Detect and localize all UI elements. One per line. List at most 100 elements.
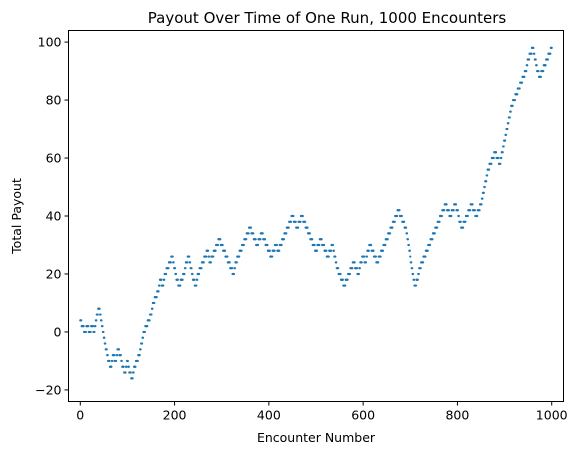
data-point: [532, 46, 535, 49]
data-point: [407, 243, 410, 247]
data-point: [126, 359, 129, 363]
data-point: [417, 272, 420, 276]
data-point: [196, 278, 199, 281]
data-point: [508, 116, 511, 119]
data-point: [141, 336, 145, 339]
data-point: [287, 226, 290, 229]
data-point: [486, 174, 489, 177]
x-tick-label: 200: [163, 408, 187, 423]
data-point: [406, 238, 410, 241]
data-point: [388, 232, 392, 235]
data-point: [263, 238, 267, 241]
data-point: [499, 162, 502, 165]
data-point: [200, 267, 203, 270]
data-point: [533, 52, 536, 55]
data-point: [207, 255, 211, 258]
data-point: [252, 232, 255, 235]
data-point: [184, 267, 187, 270]
data-point: [95, 319, 98, 322]
data-point: [93, 330, 96, 334]
data-point: [273, 249, 276, 252]
data-point: [550, 46, 553, 49]
data-point: [447, 209, 451, 212]
data-point: [473, 209, 476, 212]
data-point: [445, 203, 448, 206]
data-point: [523, 75, 526, 78]
data-point: [87, 325, 90, 328]
data-point: [494, 151, 498, 154]
data-point: [450, 214, 453, 218]
data-point: [537, 69, 540, 73]
data-point: [549, 52, 552, 55]
data-point: [478, 209, 481, 212]
data-point: [205, 255, 208, 258]
data-point: [171, 255, 174, 258]
data-point: [232, 272, 236, 276]
data-point: [280, 243, 283, 247]
data-point: [163, 278, 166, 281]
data-point: [525, 69, 528, 73]
data-point: [410, 261, 413, 264]
data-point: [506, 127, 509, 131]
data-point: [104, 342, 107, 345]
data-point: [372, 249, 375, 252]
data-point: [364, 261, 368, 264]
data-point: [362, 255, 366, 258]
data-point: [174, 272, 178, 276]
data-point: [110, 365, 113, 368]
data-point: [299, 220, 302, 223]
plot-frame: [68, 30, 564, 402]
data-point: [539, 75, 542, 78]
data-point: [278, 249, 281, 252]
data-point: [391, 226, 394, 229]
data-point: [469, 209, 472, 212]
data-point: [459, 220, 462, 223]
data-point: [507, 122, 510, 125]
data-point: [409, 255, 412, 258]
data-point: [546, 58, 550, 61]
data-point: [395, 214, 399, 218]
data-point: [377, 261, 380, 264]
data-point: [221, 243, 224, 247]
data-point: [228, 261, 231, 264]
data-point: [84, 330, 88, 334]
data-point: [431, 238, 434, 241]
data-point: [82, 325, 85, 328]
data-point: [311, 238, 314, 241]
data-point: [513, 98, 517, 102]
data-point: [99, 313, 102, 316]
data-point: [129, 371, 132, 374]
data-point: [155, 296, 158, 299]
data-point: [457, 214, 460, 218]
data-point: [202, 261, 205, 264]
data-point: [195, 284, 198, 287]
data-point: [344, 284, 347, 287]
data-point: [191, 272, 194, 276]
y-tick-label: −20: [35, 382, 61, 397]
data-point: [296, 226, 300, 229]
data-point: [490, 162, 493, 165]
y-tick-label: 100: [38, 35, 62, 50]
data-point: [400, 214, 403, 218]
data-point: [117, 348, 121, 351]
data-point: [335, 261, 338, 264]
data-point: [370, 243, 373, 247]
data-point: [379, 255, 382, 258]
data-point: [105, 348, 108, 351]
data-point: [412, 278, 416, 281]
data-point: [139, 348, 142, 351]
data-point: [146, 325, 149, 328]
data-point: [481, 197, 484, 200]
data-point: [315, 249, 319, 252]
data-point: [480, 203, 483, 206]
data-point: [358, 267, 361, 270]
x-tick-label: 1000: [536, 408, 568, 423]
data-point: [482, 191, 485, 194]
data-point: [89, 330, 92, 334]
y-tick-label: 60: [46, 151, 62, 166]
data-point: [113, 354, 116, 357]
data-point: [169, 261, 172, 264]
data-point: [197, 272, 201, 276]
data-point: [120, 359, 123, 363]
